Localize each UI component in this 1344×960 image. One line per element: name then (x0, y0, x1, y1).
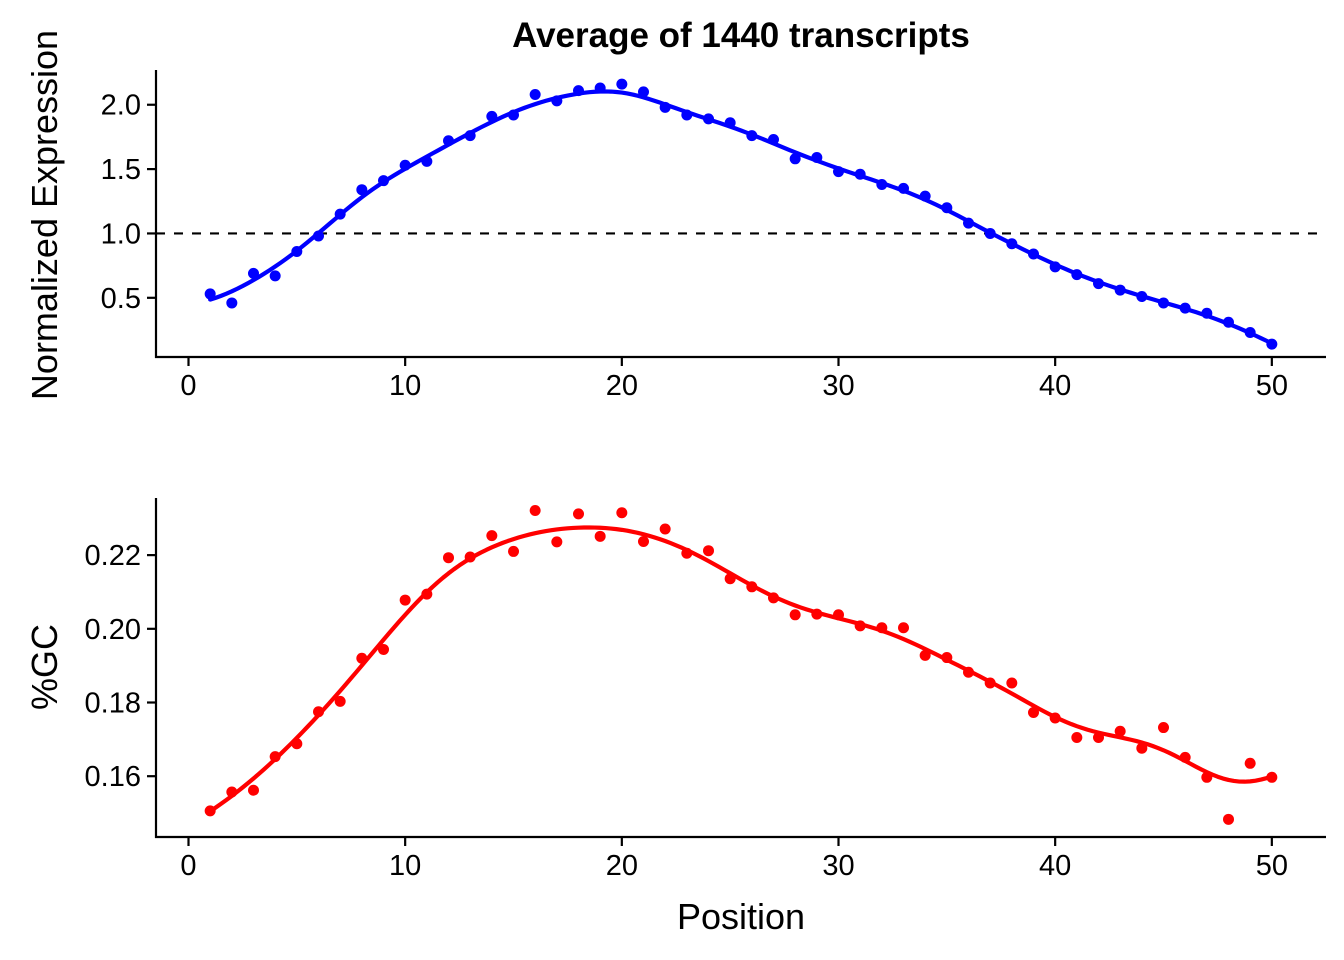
gc-data-point (1071, 732, 1083, 744)
gc-data-point (529, 505, 541, 517)
expression-y-tick-label: 0.5 (101, 283, 141, 315)
gc-x-tick-label: 40 (1039, 850, 1071, 882)
gc-data-point (1223, 813, 1234, 825)
gc-y-tick-label: 0.16 (85, 761, 141, 793)
gc-data-point (789, 609, 801, 621)
gc-data-point (573, 508, 584, 520)
plot-title: Average of 1440 transcripts (512, 16, 970, 55)
gc-data-point (378, 643, 389, 655)
gc-data-point (551, 536, 563, 548)
expression-y-tick-label: 1.0 (101, 218, 141, 250)
expression-x-tick-label: 30 (822, 370, 854, 402)
gc-panel: %GC Position 0.16 0.18 0.20 0.22 0 10 20 30 40 50 (24, 498, 1326, 937)
gc-y-tick-label: 0.20 (85, 614, 141, 646)
expression-x-tick-label: 20 (606, 370, 638, 402)
gc-data-point (594, 530, 606, 542)
gc-data-point (443, 552, 454, 564)
gc-data-point (1028, 706, 1039, 718)
gc-data-point (486, 530, 498, 542)
expression-data-point (616, 78, 628, 90)
gc-data-point (616, 507, 628, 519)
gc-data-point (1114, 725, 1126, 737)
gc-data-point (703, 545, 714, 557)
gc-data-point (248, 784, 259, 796)
gc-x-tick-label: 10 (389, 850, 421, 882)
expression-x-tick-label: 40 (1039, 370, 1071, 402)
expression-x-tick-label: 0 (180, 370, 196, 402)
expression-data-point (269, 270, 281, 282)
gc-x-tick-label: 20 (606, 850, 638, 882)
gc-y-tick-label: 0.22 (85, 540, 141, 572)
expression-y-tick-label: 2.0 (101, 90, 141, 122)
expression-data-point (529, 88, 541, 100)
gc-data-point (399, 594, 411, 606)
gc-data-point (508, 545, 519, 557)
gc-x-tick-label: 30 (822, 850, 854, 882)
expression-fit-line (208, 89, 1274, 346)
expression-x-tick-label: 50 (1256, 370, 1288, 402)
gc-data-point (1244, 757, 1256, 769)
gc-x-tick-label: 0 (180, 850, 196, 882)
gc-data-point (638, 535, 649, 547)
y-axis-title-expression: Normalized Expression (24, 30, 65, 400)
expression-data-point (789, 153, 801, 165)
x-axis-title: Position (677, 896, 805, 937)
gc-fit-line (208, 525, 1274, 814)
expression-data-point (356, 184, 368, 196)
gc-data-point (659, 523, 671, 535)
gc-data-point (898, 622, 909, 634)
expression-data-point (226, 297, 238, 309)
gc-data-point (1158, 722, 1169, 734)
gc-data-point (334, 695, 346, 707)
expression-panel: Normalized Expression 0.5 1.0 1.5 2.0 0 10 20 3… (24, 30, 1326, 402)
expression-y-tick-label: 1.5 (101, 154, 141, 186)
expression-x-tick-label: 10 (389, 370, 421, 402)
gc-y-tick-label: 0.18 (85, 688, 141, 720)
gc-x-tick-label: 50 (1256, 850, 1288, 882)
y-axis-title-gc: %GC (24, 624, 65, 710)
gc-data-point (1006, 677, 1018, 689)
